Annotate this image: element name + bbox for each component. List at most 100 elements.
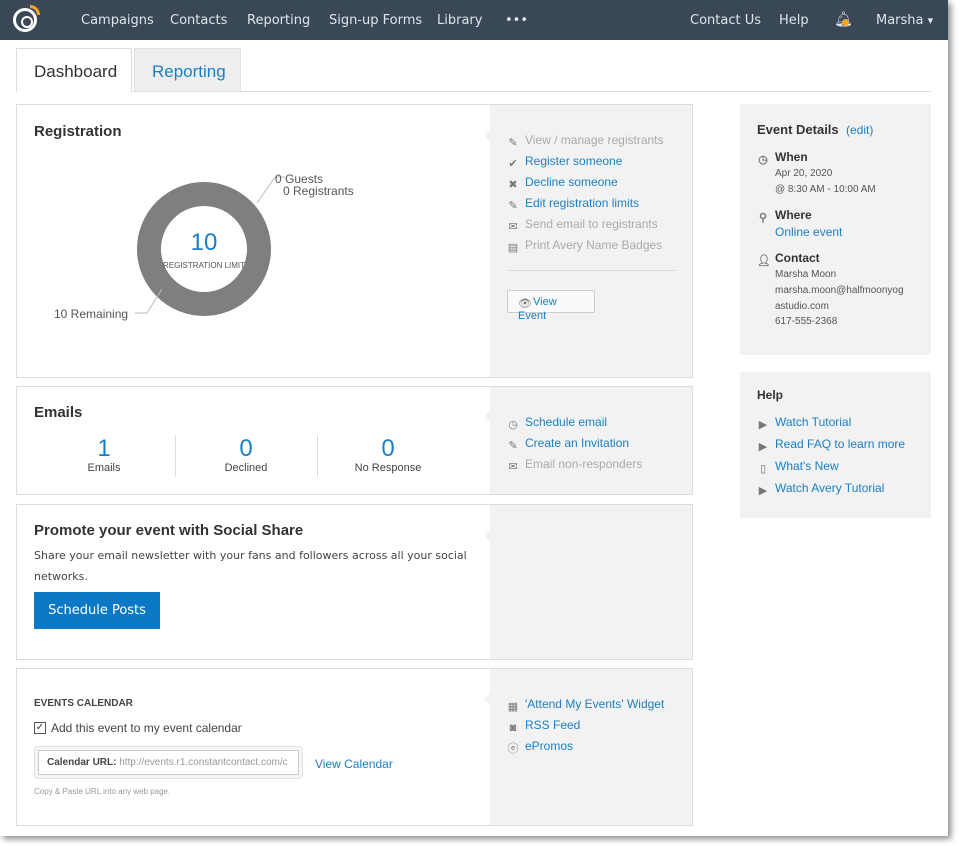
play-icon: ▶: [758, 419, 768, 431]
envelope-icon: ✉: [508, 221, 518, 233]
event-date: Apr 20, 2020: [775, 168, 833, 179]
epromos-icon: ⓔ: [507, 743, 519, 755]
registration-limit-value: 10: [190, 229, 218, 256]
epromos-link[interactable]: ⓔ ePromos: [507, 739, 574, 755]
declined-label: Declined: [224, 462, 268, 474]
emails-title: Emails: [34, 404, 83, 421]
help-title: Help: [757, 388, 784, 402]
rss-feed-link[interactable]: ◙ RSS Feed: [507, 718, 581, 734]
help-panel: Help ▶ Watch Tutorial ▶ Read FAQ to learn …: [740, 372, 931, 518]
calendar-icon: ▦: [507, 701, 519, 713]
pencil-icon: ✎: [508, 200, 518, 212]
eye-icon: 👁︎: [518, 298, 532, 310]
logo-icon[interactable]: [13, 5, 40, 32]
contact-phone: 617-555-2368: [775, 316, 838, 327]
no-response-label: No Response: [354, 462, 422, 474]
check-circle-icon: ✔: [508, 158, 518, 170]
contact-email: marsha.moon@halfmoonyog: [775, 285, 904, 296]
read-faq-link[interactable]: ▶ Read FAQ to learn more: [758, 437, 906, 453]
social-share-card: Promote your event with Social Share Sha…: [16, 504, 693, 660]
edit-registration-limits-link[interactable]: ✎ Edit registration limits: [508, 196, 640, 212]
emails-label: Emails: [87, 462, 121, 474]
guests-label: 0 Guests: [275, 172, 324, 186]
calendar-links: ▦ 'Attend My Events' Widget ◙ RSS Feed ⓔ eP…: [484, 669, 692, 825]
emails-actions: ◷ Schedule email ✎ Create an Invitation ✉ E…: [484, 387, 692, 494]
edit-icon: ✎: [508, 440, 518, 452]
attend-widget-link[interactable]: ▦ 'Attend My Events' Widget: [507, 697, 665, 713]
divider: [317, 435, 318, 477]
events-calendar-title: EVENTS CALENDAR: [34, 698, 133, 709]
x-circle-icon: ✖: [508, 179, 518, 191]
registration-card: Registration 10 REGISTRATION LIMIT 0 Gue…: [16, 104, 693, 378]
clock-icon: ◷: [508, 419, 518, 431]
no-response-count[interactable]: 0: [381, 435, 395, 462]
nav-signup-forms[interactable]: Sign-up Forms: [329, 13, 423, 28]
chevron-down-icon: ▾: [927, 14, 934, 27]
nav-more[interactable]: •••: [505, 13, 529, 28]
calendar-url-field[interactable]: Calendar URL: http://events.r1.constantc…: [34, 746, 303, 779]
print-badges-link[interactable]: ▤ Print Avery Name Badges: [507, 238, 663, 254]
play-icon: ▶: [758, 485, 768, 497]
top-nav: Campaigns Contacts Reporting Sign-up For…: [0, 0, 948, 40]
leader-line-top: [256, 176, 285, 204]
social-share-text: Share your email newsletter with your fa…: [34, 549, 467, 583]
map-pin-icon: ⚲: [758, 212, 768, 224]
decline-someone-link[interactable]: ✖ Decline someone: [508, 175, 618, 191]
remaining-label: 10 Remaining: [54, 307, 129, 321]
divider: [507, 270, 676, 271]
tab-divider: [132, 91, 932, 92]
contact-email-cont: astudio.com: [775, 301, 829, 312]
bell-icon[interactable]: 🔔︎: [834, 10, 853, 28]
calendar-url-value[interactable]: http://events.r1.constantcontact.com/c: [119, 757, 288, 768]
social-share-title: Promote your event with Social Share: [34, 522, 304, 539]
whats-new-link[interactable]: ▯ What's New: [757, 459, 839, 475]
calendar-url-label: Calendar URL:: [47, 757, 117, 768]
view-calendar-link[interactable]: View Calendar: [315, 757, 393, 771]
divider: [175, 435, 176, 477]
user-menu[interactable]: Marsha ▾: [876, 13, 933, 28]
edit-details-link[interactable]: (edit): [846, 123, 874, 137]
tab-dashboard[interactable]: Dashboard: [16, 48, 132, 92]
emails-count[interactable]: 1: [97, 435, 111, 462]
person-icon: 👤︎: [757, 255, 771, 267]
view-manage-registrants-link[interactable]: ✎ View / manage registrants: [508, 133, 664, 149]
registration-limit-label: REGISTRATION LIMIT: [162, 261, 246, 270]
play-icon: ▶: [758, 441, 768, 453]
emails-card: Emails 1 Emails 0 Declined 0 No Response…: [16, 386, 693, 495]
contact-label: Contact: [775, 251, 820, 265]
email-non-responders-link[interactable]: ✉ Email non-responders: [508, 457, 643, 473]
where-label: Where: [775, 208, 812, 222]
registration-actions: ✎ View / manage registrants ✔ Register som…: [484, 105, 692, 377]
schedule-posts-button[interactable]: Schedule Posts: [34, 592, 160, 629]
when-label: When: [775, 150, 808, 164]
tab-reporting[interactable]: Reporting: [134, 48, 241, 92]
add-to-calendar-checkbox[interactable]: ✓: [34, 722, 46, 734]
registrants-label: 0 Registrants: [283, 184, 354, 198]
nav-campaigns[interactable]: Campaigns: [81, 13, 154, 28]
create-invitation-link[interactable]: ✎ Create an Invitation: [508, 436, 630, 452]
event-location-link[interactable]: Online event: [775, 225, 843, 239]
watch-tutorial-link[interactable]: ▶ Watch Tutorial: [758, 415, 852, 431]
social-share-side: [484, 505, 692, 659]
schedule-email-link[interactable]: ◷ Schedule email: [508, 415, 608, 431]
events-calendar-card: EVENTS CALENDAR ✓ Add this event to my e…: [16, 668, 693, 826]
send-email-registrants-link[interactable]: ✉ Send email to registrants: [508, 217, 658, 233]
nav-help[interactable]: Help: [779, 13, 809, 28]
nav-contact-us[interactable]: Contact Us: [690, 13, 761, 28]
watch-avery-tutorial-link[interactable]: ▶ Watch Avery Tutorial: [758, 481, 885, 497]
contact-name: Marsha Moon: [775, 269, 837, 280]
badge-icon: ▤: [507, 242, 519, 254]
nav-reporting[interactable]: Reporting: [247, 13, 311, 28]
registration-donut: [135, 176, 285, 316]
declined-count[interactable]: 0: [239, 435, 253, 462]
event-details-panel: Event Details (edit) ◷ When Apr 20, 2020 …: [740, 104, 931, 355]
nav-library[interactable]: Library: [437, 13, 483, 28]
nav-contacts[interactable]: Contacts: [170, 13, 228, 28]
view-event-button[interactable]: 👁︎View Event: [507, 290, 595, 322]
register-someone-link[interactable]: ✔ Register someone: [508, 154, 623, 170]
rss-icon: ◙: [509, 722, 517, 734]
window: Campaigns Contacts Reporting Sign-up For…: [0, 0, 948, 826]
donut-remaining-slice: [137, 182, 271, 316]
calendar-hint: Copy & Paste URL into any web page.: [34, 787, 171, 796]
add-to-calendar-label: Add this event to my event calendar: [51, 721, 242, 735]
